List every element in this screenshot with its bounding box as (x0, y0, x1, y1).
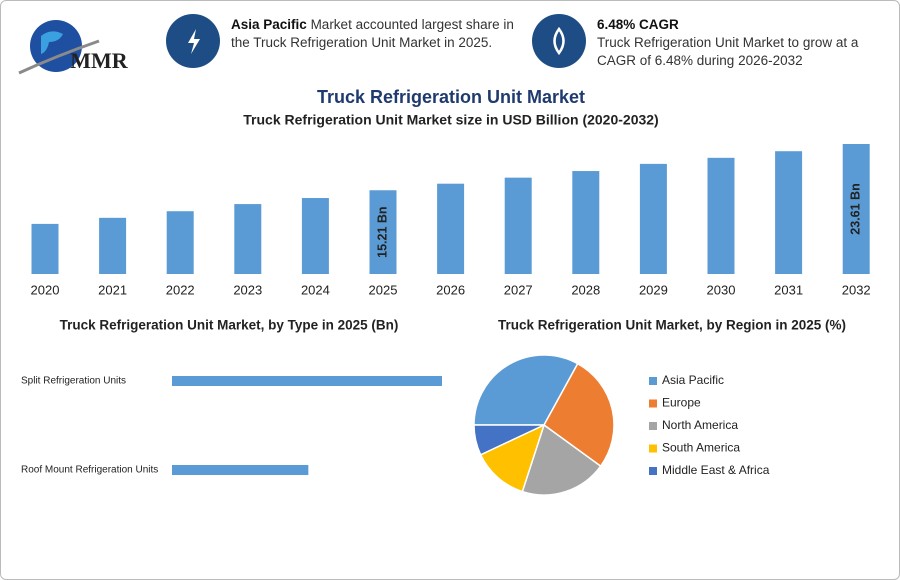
pie-slice (543, 362, 615, 468)
legend-swatch (649, 377, 657, 385)
globe-land (41, 31, 63, 54)
bar (842, 144, 870, 274)
legend-label: Asia Pacific (662, 373, 724, 387)
pie-slice (479, 423, 546, 493)
chart-title: Truck Refrigeration Unit Market, by Type… (60, 318, 399, 333)
legend-swatch (649, 444, 657, 453)
bar (707, 157, 735, 274)
x-tick-label: 2031 (774, 282, 803, 297)
x-tick-label: 2032 (842, 282, 871, 297)
y-tick-label: Roof Mount Refrigeration Units (21, 465, 158, 476)
bar (172, 376, 442, 386)
pie-slice (473, 424, 545, 456)
icon-circle (532, 14, 586, 68)
x-tick-label: 2023 (233, 282, 262, 297)
legend-label: South America (662, 441, 740, 455)
value-label: 15.21 Bn (375, 206, 389, 257)
globe (30, 20, 82, 72)
bar (437, 183, 465, 274)
highlight-title: 6.48% CAGR (597, 17, 679, 32)
x-tick-label: 2028 (571, 282, 600, 297)
logo-swoosh (18, 39, 100, 75)
highlight-title: Asia Pacific (231, 17, 307, 32)
y-tick-label: Split Refrigeration Units (21, 376, 126, 387)
bar (31, 223, 59, 274)
x-tick-label: 2027 (504, 282, 533, 297)
pie-slice (521, 423, 602, 496)
value-label: 23.61 Bn (848, 183, 862, 234)
bar (572, 171, 600, 274)
bar (99, 217, 127, 274)
legend-label: North America (662, 418, 738, 432)
x-tick-label: 2030 (707, 282, 736, 297)
x-tick-label: 2025 (369, 282, 398, 297)
highlight-text: Market accounted largest share in the Tr… (231, 17, 514, 50)
x-tick-label: 2021 (98, 282, 127, 297)
x-tick-label: 2026 (436, 282, 465, 297)
chart-title: Truck Refrigeration Unit Market, by Regi… (498, 318, 846, 333)
bar (775, 151, 803, 274)
highlight: 6.48% CAGR Truck Refrigeration Unit Marke… (597, 16, 887, 70)
highlight-text: Truck Refrigeration Unit Market to grow … (597, 35, 859, 68)
logo: MMR (18, 20, 129, 75)
legend-swatch (649, 467, 657, 475)
legend-label: Europe (662, 396, 701, 410)
bar (172, 465, 309, 475)
bar (639, 163, 667, 274)
highlight: Asia Pacific Market accounted largest sh… (231, 16, 531, 52)
pie-slice (473, 354, 579, 426)
bar (234, 204, 262, 274)
legend-swatch (649, 422, 657, 430)
icon-drop (553, 26, 565, 56)
bar (504, 177, 532, 274)
x-tick-label: 2022 (166, 282, 195, 297)
legend-swatch (649, 399, 657, 408)
logo-text: MMR (70, 48, 129, 73)
x-tick-label: 2020 (31, 282, 60, 297)
bar (301, 198, 329, 274)
x-tick-label: 2029 (639, 282, 668, 297)
legend-label: Middle East & Africa (662, 463, 770, 477)
x-tick-label: 2024 (301, 282, 330, 297)
chart-title: Truck Refrigeration Unit Market (317, 87, 585, 107)
bar (369, 190, 397, 274)
bar (166, 211, 194, 274)
icon-bolt (188, 29, 200, 54)
chart-subtitle: Truck Refrigeration Unit Market size in … (243, 112, 658, 128)
